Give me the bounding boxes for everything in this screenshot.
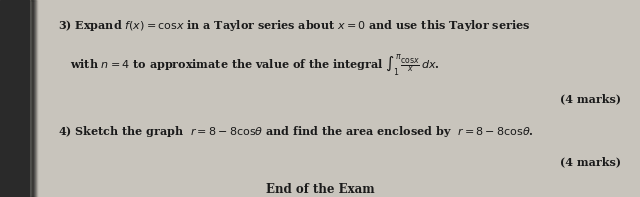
Bar — [33, 0, 36, 197]
Bar — [29, 0, 32, 197]
Bar — [30, 0, 33, 197]
Text: (4 marks): (4 marks) — [560, 156, 621, 167]
Bar — [32, 0, 35, 197]
Bar — [35, 0, 38, 197]
Bar — [29, 0, 32, 197]
Bar — [31, 0, 34, 197]
Bar — [31, 0, 33, 197]
Bar — [33, 0, 36, 197]
Bar — [32, 0, 35, 197]
Bar — [29, 0, 33, 197]
Text: End of the Exam: End of the Exam — [266, 183, 374, 196]
Bar — [0, 0, 29, 197]
Bar — [29, 0, 33, 197]
Text: 4) Sketch the graph  $r = 8 - 8\mathrm{cos}\theta$ and find the area enclosed by: 4) Sketch the graph $r = 8 - 8\mathrm{co… — [58, 125, 534, 139]
Text: with $n = 4$ to approximate the value of the integral $\int_1^{\pi} \frac{\mathr: with $n = 4$ to approximate the value of… — [70, 52, 440, 78]
Bar — [31, 0, 34, 197]
Bar — [34, 0, 36, 197]
Bar — [31, 0, 35, 197]
Bar — [32, 0, 35, 197]
Bar — [35, 0, 37, 197]
Bar — [35, 0, 38, 197]
Bar — [33, 0, 36, 197]
Text: 3) Expand $f(x) = \mathrm{cos}x$ in a Taylor series about $x = 0$ and use this T: 3) Expand $f(x) = \mathrm{cos}x$ in a Ta… — [58, 18, 530, 33]
Text: (4 marks): (4 marks) — [560, 93, 621, 104]
Bar — [34, 0, 37, 197]
